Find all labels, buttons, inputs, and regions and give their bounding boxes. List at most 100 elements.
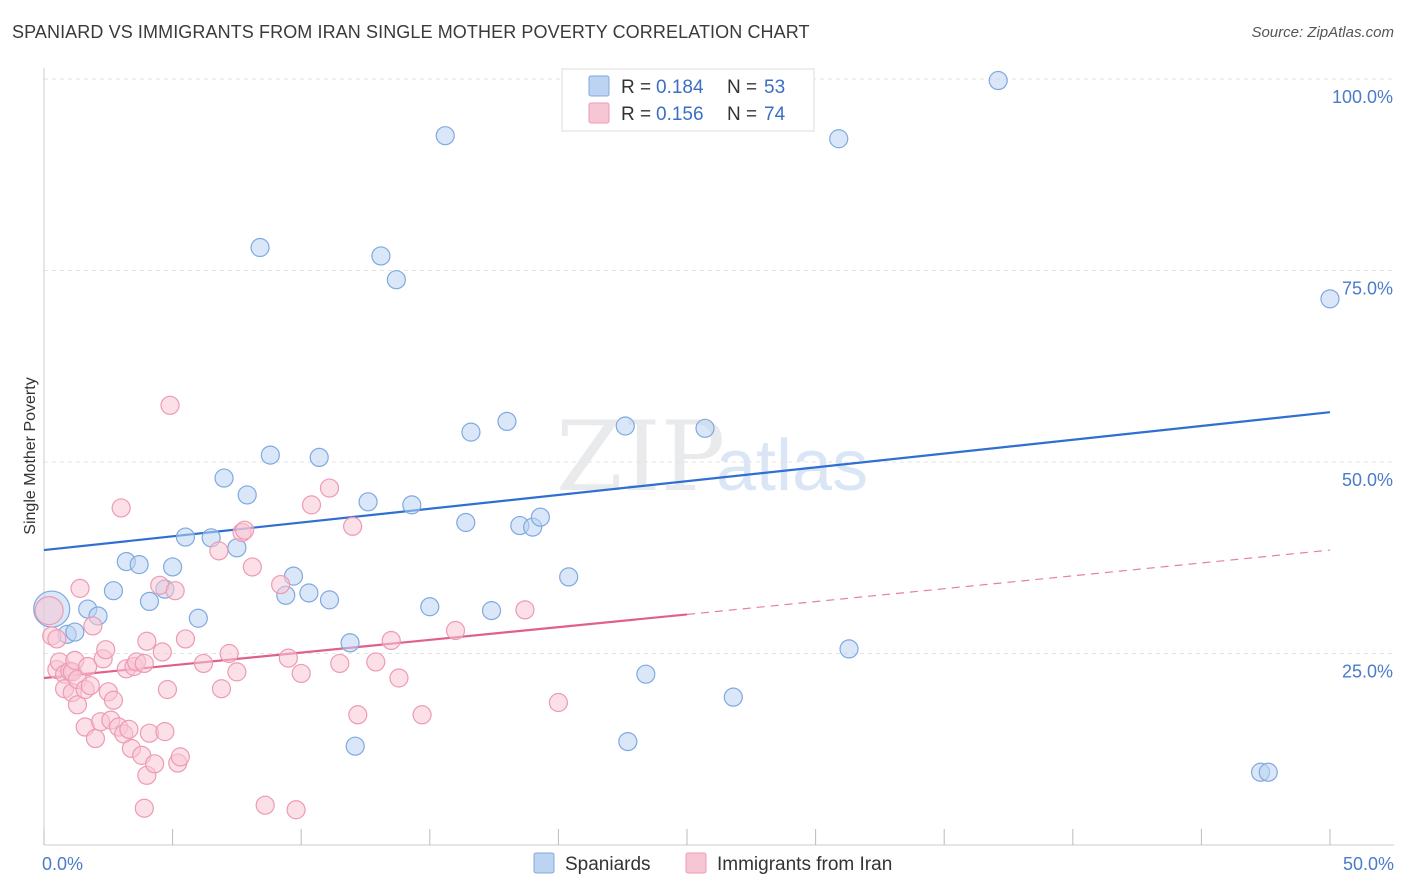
point-spaniards-8 xyxy=(139,591,160,612)
point-iran-50 xyxy=(193,653,214,674)
chart-title: SPANIARD VS IMMIGRANTS FROM IRAN SINGLE … xyxy=(12,22,810,42)
point-spaniards-34 xyxy=(481,601,502,621)
point-spaniards-45 xyxy=(695,418,715,438)
bottom-legend-swatch-spaniards xyxy=(533,852,555,874)
point-iran-2 xyxy=(47,629,67,649)
point-iran-43 xyxy=(155,722,175,742)
point-iran-44 xyxy=(157,679,178,700)
point-spaniards-26 xyxy=(358,492,378,512)
point-iran-72 xyxy=(445,620,466,641)
point-iran-36 xyxy=(134,798,154,818)
trend-line-spaniards xyxy=(43,411,1331,552)
axes xyxy=(43,68,1394,846)
point-spaniards-39 xyxy=(559,567,579,587)
series-legend: Spaniards Immigrants from Iran xyxy=(533,852,892,875)
point-spaniards-23 xyxy=(319,590,340,610)
point-iran-67 xyxy=(348,705,368,725)
point-spaniards-25 xyxy=(345,736,365,756)
point-spaniards-14 xyxy=(214,468,234,488)
point-iran-63 xyxy=(301,495,322,515)
legend-n-label-1: N = xyxy=(727,77,757,98)
point-spaniards-17 xyxy=(250,237,270,258)
legend-n-label-2: N = xyxy=(727,104,757,125)
y-tick-label-100: 100.0% xyxy=(1332,87,1393,107)
point-spaniards-16 xyxy=(237,485,257,505)
legend-r-label-1: R = xyxy=(621,77,651,98)
point-spaniards-30 xyxy=(420,597,440,617)
y-tick-label-75: 75.0% xyxy=(1342,279,1393,299)
point-spaniards-32 xyxy=(456,512,476,533)
point-iran-58 xyxy=(255,795,275,815)
point-spaniards-21 xyxy=(299,583,319,603)
point-spaniards-43 xyxy=(636,664,656,684)
point-iran-16 xyxy=(78,656,98,677)
point-spaniards-47 xyxy=(829,129,849,149)
point-iran-73 xyxy=(515,600,535,620)
point-iran-22 xyxy=(96,640,116,660)
point-spaniards-38 xyxy=(530,507,550,527)
legend-swatch-spaniards xyxy=(588,75,610,97)
tick-labels: 25.0% 50.0% 75.0% 100.0% 0.0% 50.0% xyxy=(42,87,1394,874)
point-iran-35 xyxy=(134,653,154,674)
correlation-legend: R = 0.184 N = 53 R = 0.156 N = 74 xyxy=(561,68,815,132)
point-spaniards-28 xyxy=(386,270,406,290)
point-iran-30 xyxy=(119,719,139,739)
series-iran xyxy=(34,395,569,820)
point-iran-25 xyxy=(103,690,124,710)
point-iran-52 xyxy=(211,679,232,699)
point-iran-49 xyxy=(175,629,196,649)
point-spaniards-49 xyxy=(988,70,1008,91)
point-iran-71 xyxy=(412,705,432,725)
point-iran-12 xyxy=(67,695,88,715)
point-iran-74 xyxy=(548,692,569,713)
point-spaniards-24 xyxy=(340,633,360,653)
point-iran-61 xyxy=(286,800,306,820)
point-spaniards-5 xyxy=(103,581,124,601)
point-spaniards-27 xyxy=(371,246,391,266)
point-spaniards-10 xyxy=(163,557,183,577)
point-iran-13 xyxy=(70,578,90,598)
point-iran-70 xyxy=(389,668,409,688)
x-tick-label-50: 50.0% xyxy=(1343,854,1394,874)
watermark-atlas: atlas xyxy=(716,426,868,506)
point-spaniards-51 xyxy=(1258,762,1278,782)
bottom-legend-label-spaniards: Spaniards xyxy=(565,854,651,875)
point-iran-68 xyxy=(366,652,386,672)
point-iran-53 xyxy=(219,643,239,664)
point-iran-56 xyxy=(235,520,255,540)
point-iran-51 xyxy=(209,541,229,561)
point-spaniards-31 xyxy=(435,126,455,146)
point-iran-66 xyxy=(343,516,363,536)
trend-line-iran-extension xyxy=(686,549,1331,616)
point-spaniards-33 xyxy=(461,422,481,442)
point-iran-18 xyxy=(83,616,103,636)
point-iran-0 xyxy=(34,596,64,626)
point-iran-69 xyxy=(381,630,401,651)
legend-r-value-1: 0.184 xyxy=(656,77,704,98)
point-spaniards-18 xyxy=(260,445,280,465)
point-iran-27 xyxy=(111,498,131,518)
y-tick-label-25: 25.0% xyxy=(1342,662,1393,682)
point-iran-54 xyxy=(227,662,247,682)
data-points xyxy=(33,70,1340,820)
point-iran-40 xyxy=(144,754,165,774)
chart-source: Source: ZipAtlas.com xyxy=(1251,24,1394,41)
point-spaniards-35 xyxy=(497,411,517,432)
point-spaniards-29 xyxy=(402,495,422,515)
legend-r-label-2: R = xyxy=(621,104,651,125)
point-iran-46 xyxy=(165,581,185,601)
point-iran-64 xyxy=(319,478,340,498)
point-spaniards-42 xyxy=(618,731,638,752)
point-spaniards-52 xyxy=(1320,289,1340,309)
point-iran-65 xyxy=(330,653,350,674)
point-iran-48 xyxy=(170,747,190,767)
point-spaniards-11 xyxy=(175,527,196,547)
point-iran-62 xyxy=(291,663,311,684)
legend-r-value-2: 0.156 xyxy=(656,104,704,125)
y-axis-label: Single Mother Poverty xyxy=(22,377,39,534)
watermark-zip: ZIP xyxy=(556,401,725,513)
x-tick-label-0: 0.0% xyxy=(42,854,83,874)
bottom-legend-swatch-iran xyxy=(685,852,707,874)
legend-swatch-iran xyxy=(588,102,610,124)
